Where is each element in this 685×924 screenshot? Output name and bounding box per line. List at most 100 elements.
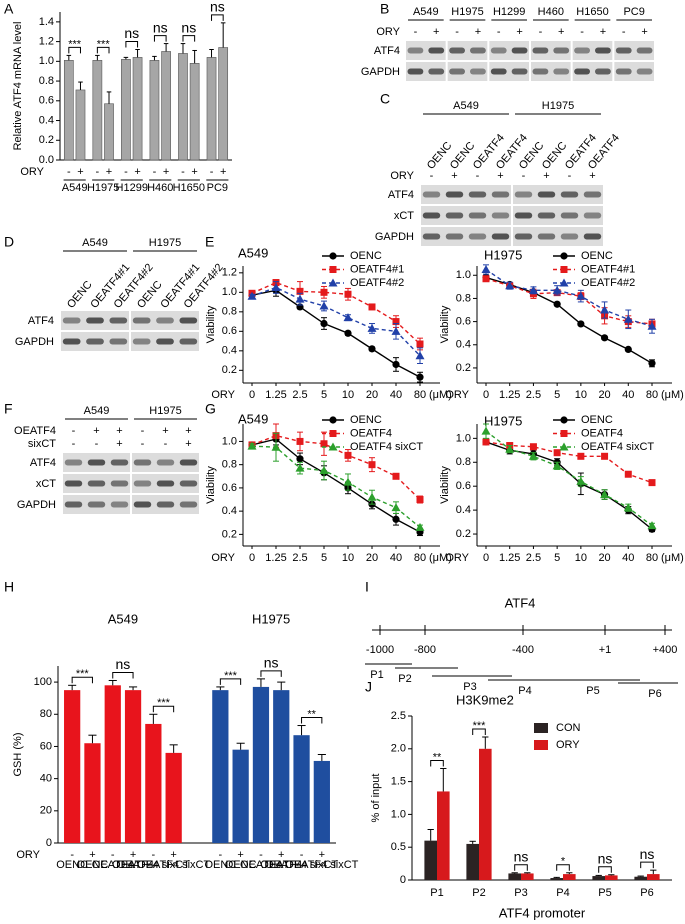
fragment-label: P1 <box>370 669 383 681</box>
blot-band <box>179 317 198 324</box>
x-tick-label: P2 <box>472 887 485 899</box>
legend-label: OEATF4#1 <box>350 263 404 275</box>
blot-band <box>64 459 83 466</box>
data-point <box>247 291 257 300</box>
treatment-sign: - <box>568 170 572 182</box>
blot-band <box>537 212 556 219</box>
treatment-sign: - <box>70 849 74 861</box>
group-label: PC9 <box>207 182 228 194</box>
x-tick-label: 2.5 <box>292 552 307 564</box>
y-tick-label: 60 <box>40 740 52 752</box>
treatment-sign: - <box>111 849 115 861</box>
y-tick-label: 0.8 <box>222 459 237 471</box>
significance-bracket <box>125 40 139 48</box>
blot-band <box>407 68 424 75</box>
series-line <box>485 268 653 327</box>
group-label: H1975 <box>542 100 574 112</box>
data-point <box>391 503 401 512</box>
y-tick-label: 1.5 <box>391 776 406 788</box>
significance-bracket <box>182 35 196 42</box>
data-point <box>505 444 515 453</box>
legend-marker <box>560 430 568 437</box>
bar <box>121 59 131 161</box>
blot-band <box>491 212 510 219</box>
treatment-sign: + <box>589 170 595 182</box>
data-point <box>415 351 425 360</box>
blot-band <box>407 47 424 54</box>
significance-bracket <box>556 864 570 871</box>
treatment-sign: + <box>162 425 168 437</box>
x-tick-label: 10 <box>342 552 354 564</box>
data-point <box>577 452 585 460</box>
group-label: H1975 <box>149 237 181 249</box>
bar <box>293 735 310 843</box>
blot-panel <box>513 227 603 246</box>
legend-label: OENC <box>350 414 382 426</box>
data-point <box>600 334 609 342</box>
blot-band <box>560 191 579 198</box>
blot-band <box>595 47 611 54</box>
y-tick-label: 1.4 <box>39 16 54 28</box>
x-tick-label: 0 <box>483 389 489 401</box>
data-point <box>528 451 538 460</box>
bar <box>647 874 660 880</box>
y-tick-label: 0 <box>400 874 406 886</box>
data-point <box>368 461 376 469</box>
panel-letter: A <box>4 1 14 17</box>
blot-panel <box>572 41 613 60</box>
blot-band <box>468 212 487 219</box>
position-label: -1000 <box>366 644 394 656</box>
blot-band <box>583 191 602 198</box>
blot-band <box>110 501 129 508</box>
x-tick-label: 10 <box>342 389 354 401</box>
blot-band <box>514 212 533 219</box>
blot-band <box>537 191 556 198</box>
data-point <box>481 264 491 273</box>
legend-marker <box>329 266 337 273</box>
blot-band <box>428 68 445 75</box>
blot-band <box>560 233 579 240</box>
x-tick-label: 5 <box>321 552 327 564</box>
significance-bracket <box>68 46 81 54</box>
data-point <box>553 300 561 308</box>
x-tick-label: 2.5 <box>526 389 541 401</box>
blot-panel <box>421 206 511 225</box>
blot-band <box>86 317 104 324</box>
y-tick-label: 0.2 <box>456 362 471 374</box>
blot-band <box>179 459 198 466</box>
x-tick-label: - <box>181 166 185 178</box>
x-tick-label: OEATF4 sixCT <box>285 859 358 871</box>
x-tick-label: OENC <box>56 859 88 871</box>
y-axis-label: % of input <box>370 774 382 823</box>
group-label: H1299 <box>116 182 148 194</box>
significance-label: ** <box>433 751 442 763</box>
x-tick-label: 80 <box>414 389 426 401</box>
x-tick-label: 80 <box>646 552 658 564</box>
significance-bracket <box>640 861 654 869</box>
treatment-sign: + <box>600 26 606 38</box>
series-line <box>485 430 653 527</box>
blot-band <box>574 68 590 75</box>
blot-band <box>491 191 510 198</box>
y-tick-label: 0.6 <box>222 325 237 337</box>
treatment-sign: + <box>89 849 95 861</box>
bar <box>165 752 182 843</box>
series-line <box>251 286 421 357</box>
blot-band <box>422 212 441 219</box>
treatment-sign: - <box>622 26 626 38</box>
bar <box>161 51 171 161</box>
blot-panel <box>531 62 571 81</box>
data-point <box>415 522 425 531</box>
group-label: H1299 <box>493 6 525 18</box>
data-point <box>528 285 538 294</box>
treatment-sign: + <box>543 170 549 182</box>
data-point <box>416 340 424 348</box>
y-tick-label: 0.5 <box>391 841 406 853</box>
bar <box>206 57 217 161</box>
x-tick-label: + <box>191 166 197 178</box>
blot-panel <box>447 41 488 60</box>
significance-label: *** <box>68 38 82 50</box>
x-tick-label: OEATF4 <box>260 859 302 871</box>
data-point <box>271 442 281 451</box>
